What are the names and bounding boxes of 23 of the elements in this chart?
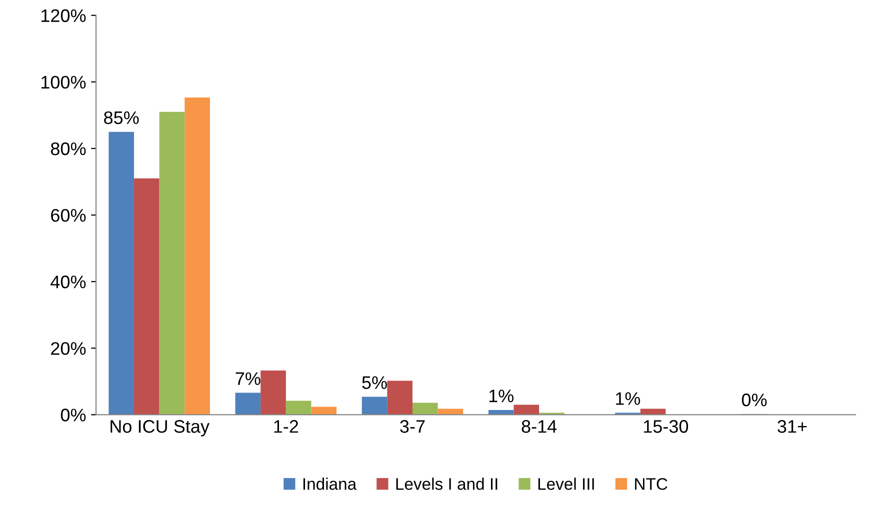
x-tick-label: 8-14 [522,420,557,433]
data-label: 7% [236,372,260,385]
y-tick-label: 0% [60,408,86,422]
y-tick-label: 60% [51,208,86,222]
data-label: 5% [362,376,387,390]
data-label: 85% [104,111,139,124]
legend-label: Level III [538,478,594,490]
y-tick-label: 120% [42,9,86,22]
data-label: 1% [489,390,514,402]
y-tick-label: 20% [51,342,86,355]
legend-label: Indiana [303,478,357,490]
x-tick-label: No ICU Stay [110,420,210,436]
x-tick-label: 3-7 [400,420,425,433]
legend-label: NTC [635,478,668,490]
y-tick-label: 40% [50,276,86,288]
legend-label: Levels I and II [396,478,498,490]
data-label: 1% [616,392,640,405]
x-tick-label: 15-30 [644,420,688,433]
x-tick-label: 31+ [778,420,807,433]
y-tick-label: 80% [50,142,86,156]
y-tick-label: 100% [42,76,86,89]
x-tick-label: 1-2 [274,420,298,433]
data-label: 0% [742,394,767,406]
